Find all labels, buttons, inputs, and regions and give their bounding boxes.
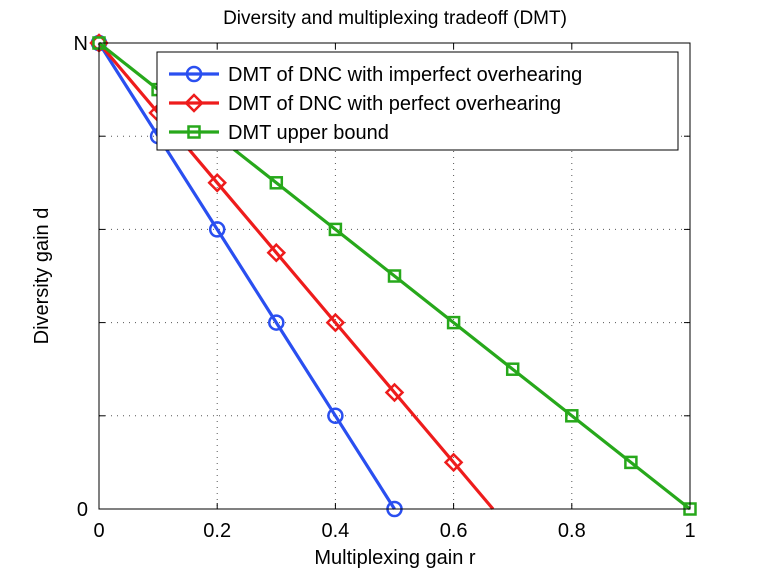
y-tick-label: N: [74, 33, 88, 55]
data-point: [328, 222, 343, 237]
legend-marker: [185, 65, 203, 83]
data-point: [565, 409, 579, 423]
legend-label: DMT upper bound: [228, 122, 389, 144]
data-point: [384, 382, 405, 403]
data-point: [269, 176, 284, 190]
x-tick-label: 0: [93, 520, 104, 542]
legend-box: [156, 51, 679, 151]
x-tick-label: 1: [684, 520, 695, 542]
data-point: [207, 173, 227, 193]
chart-title: Diversity and multiplexing tradeoff (DMT…: [223, 8, 567, 29]
legend-label: DMT of DNC with imperfect overhearing: [228, 64, 582, 86]
legend-item: DMT of DNC with perfect overhearing: [169, 93, 561, 115]
x-tick-label: 0.8: [558, 520, 586, 542]
x-axis-label: Multiplexing gain r: [314, 547, 476, 569]
legend-label: DMT of DNC with perfect overhearing: [228, 93, 561, 115]
legend: DMT of DNC with imperfect overhearing DMT…: [156, 51, 679, 151]
x-tick-label: 0.4: [321, 520, 349, 542]
series-line: [97, 42, 396, 510]
data-point: [268, 314, 285, 331]
legend-marker: [184, 93, 204, 113]
data-point: [327, 407, 344, 425]
legend-marker: [187, 125, 201, 139]
data-point: [266, 242, 287, 263]
data-point: [505, 362, 520, 376]
x-tick-label: 0.6: [440, 520, 468, 542]
data-point: [624, 455, 638, 470]
data-point: [443, 452, 464, 473]
data-point: [387, 269, 402, 283]
axis-ticks: 0 0.2 0.4 0.6 0.8 1 0 N: [74, 33, 696, 542]
data-point: [325, 312, 346, 333]
x-tick-label: 0.2: [203, 520, 231, 542]
y-tick-label: 0: [77, 499, 88, 521]
y-axis-label: Diversity gain d: [31, 208, 53, 345]
plot-border: [98, 42, 691, 510]
data-point: [446, 315, 461, 330]
data-point: [208, 221, 226, 238]
legend-item: DMT of DNC with imperfect overhearing: [169, 64, 582, 86]
legend-item: DMT upper bound: [169, 122, 389, 144]
